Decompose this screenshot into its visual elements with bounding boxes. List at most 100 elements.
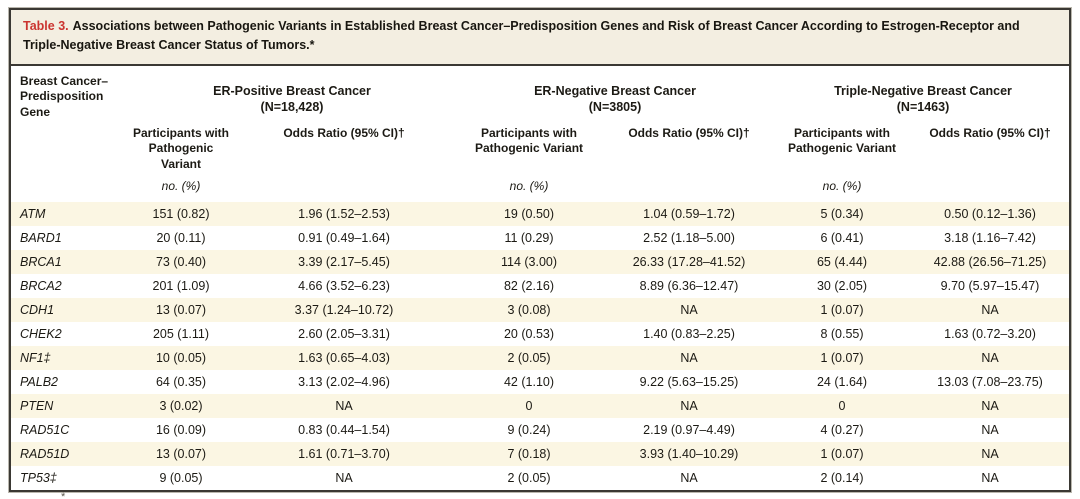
odds-ratio-cell-tn: NA	[981, 303, 999, 318]
group-header-triple-negative: Triple-Negative Breast Cancer (N=1463)	[775, 74, 1071, 117]
gene-name: RAD51C	[20, 423, 70, 438]
table-row: TP53‡ 9 (0.05) NA 2 (0.05) NA 2 (0.14) N…	[11, 466, 1069, 490]
subcol-participants-erneg: Participants with Pathogenic Variant	[474, 125, 584, 156]
gene-name: BARD1	[20, 231, 62, 246]
participants-cell-tn: 8 (0.55)	[820, 327, 864, 342]
group-name: Triple-Negative Breast Cancer	[834, 83, 1012, 98]
gene-name: NF1‡	[20, 351, 51, 366]
subcol-participants-erpos: Participants with Pathogenic Variant	[132, 125, 230, 171]
participants-cell-erpos: 205 (1.11)	[152, 327, 210, 342]
table-row: BRCA1 73 (0.40) 3.39 (2.17–5.45) 114 (3.…	[11, 250, 1069, 275]
odds-ratio-cell-erpos: 3.13 (2.02–4.96)	[298, 375, 390, 390]
odds-ratio-cell-erpos: NA	[335, 471, 353, 486]
group-n: (N=18,428)	[260, 100, 324, 115]
header-group-row: Breast Cancer– Predisposition Gene ER-Po…	[11, 74, 1069, 126]
participants-cell-tn: 24 (1.64)	[816, 375, 868, 390]
participants-cell-tn: 5 (0.34)	[820, 207, 864, 222]
odds-ratio-cell-erneg: NA	[680, 471, 698, 486]
participants-cell-erpos: 20 (0.11)	[156, 231, 206, 246]
odds-ratio-cell-erpos: 1.61 (0.71–3.70)	[298, 447, 390, 462]
odds-ratio-cell-tn: 13.03 (7.08–23.75)	[937, 375, 1043, 390]
table-rows: ATM 151 (0.82) 1.96 (1.52–2.53) 19 (0.50…	[11, 202, 1069, 490]
gene-name: RAD51D	[20, 447, 70, 462]
odds-ratio-cell-erneg: 1.40 (0.83–2.25)	[643, 327, 735, 342]
table-row: RAD51C 16 (0.09) 0.83 (0.44–1.54) 9 (0.2…	[11, 418, 1069, 442]
participants-cell-erneg: 114 (3.00)	[500, 255, 558, 270]
footnote-fragment: *	[61, 492, 66, 499]
participants-cell-erneg: 19 (0.50)	[503, 207, 555, 222]
subcol-participants-tn: Participants with Pathogenic Variant	[787, 125, 897, 156]
odds-ratio-cell-erneg: 1.04 (0.59–1.72)	[643, 207, 735, 222]
odds-ratio-cell-tn: 9.70 (5.97–15.47)	[940, 279, 1040, 294]
gene-name: PALB2	[20, 375, 58, 390]
odds-ratio-cell-tn: NA	[981, 351, 999, 366]
group-name: ER-Positive Breast Cancer	[213, 83, 371, 98]
odds-ratio-cell-erpos: 0.91 (0.49–1.64)	[298, 231, 390, 246]
participants-cell-erpos: 201 (1.09)	[152, 279, 210, 294]
header-units-row: no. (%) no. (%) no. (%)	[11, 172, 1069, 202]
odds-ratio-cell-tn: NA	[981, 399, 999, 414]
table-row: PALB2 64 (0.35) 3.13 (2.02–4.96) 42 (1.1…	[11, 370, 1069, 394]
table-row: BRCA2 201 (1.09) 4.66 (3.52–6.23) 82 (2.…	[11, 274, 1069, 298]
odds-ratio-cell-tn: 42.88 (26.56–71.25)	[933, 255, 1047, 270]
odds-ratio-cell-erpos: 3.39 (2.17–5.45)	[298, 255, 390, 270]
participants-cell-erneg: 11 (0.29)	[504, 231, 554, 246]
odds-ratio-cell-tn: NA	[981, 447, 999, 462]
table-row: CDH1 13 (0.07) 3.37 (1.24–10.72) 3 (0.08…	[11, 298, 1069, 323]
odds-ratio-cell-erneg: 3.93 (1.40–10.29)	[639, 447, 739, 462]
units-label-erneg: no. (%)	[509, 179, 549, 194]
table-number-label: Table 3.	[23, 19, 69, 33]
odds-ratio-cell-erpos: 3.37 (1.24–10.72)	[294, 303, 394, 318]
participants-cell-tn: 1 (0.07)	[820, 447, 864, 462]
participants-cell-erpos: 9 (0.05)	[159, 471, 203, 486]
group-name: ER-Negative Breast Cancer	[534, 83, 696, 98]
odds-ratio-cell-tn: NA	[981, 423, 999, 438]
participants-cell-erpos: 3 (0.02)	[159, 399, 203, 414]
participants-cell-tn: 1 (0.07)	[820, 351, 864, 366]
gene-name: CHEK2	[20, 327, 62, 342]
odds-ratio-cell-erneg: 2.52 (1.18–5.00)	[643, 231, 735, 246]
participants-cell-erpos: 10 (0.05)	[155, 351, 207, 366]
subcol-odds-tn: Odds Ratio (95% CI)†	[929, 125, 1051, 140]
table-row: RAD51D 13 (0.07) 1.61 (0.71–3.70) 7 (0.1…	[11, 442, 1069, 467]
participants-cell-erpos: 73 (0.40)	[155, 255, 207, 270]
table-header: Breast Cancer– Predisposition Gene ER-Po…	[11, 65, 1069, 203]
group-n: (N=1463)	[896, 100, 950, 115]
participants-cell-erpos: 16 (0.09)	[155, 423, 207, 438]
participants-cell-tn: 0	[838, 399, 846, 414]
group-header-er-positive: ER-Positive Breast Cancer (N=18,428)	[129, 74, 455, 117]
odds-ratio-cell-erneg: 8.89 (6.36–12.47)	[639, 279, 739, 294]
participants-cell-erneg: 2 (0.05)	[507, 471, 551, 486]
participants-cell-tn: 4 (0.27)	[820, 423, 864, 438]
gene-name: BRCA1	[20, 255, 62, 270]
odds-ratio-cell-erneg: NA	[680, 351, 698, 366]
participants-cell-tn: 30 (2.05)	[816, 279, 868, 294]
odds-ratio-cell-tn: 1.63 (0.72–3.20)	[944, 327, 1036, 342]
odds-ratio-cell-tn: 3.18 (1.16–7.42)	[944, 231, 1036, 246]
participants-cell-erneg: 2 (0.05)	[507, 351, 551, 366]
participants-cell-erneg: 82 (2.16)	[503, 279, 555, 294]
participants-cell-erpos: 151 (0.82)	[152, 207, 210, 222]
odds-ratio-cell-erpos: 2.60 (2.05–3.31)	[298, 327, 390, 342]
odds-ratio-cell-erneg: NA	[680, 303, 698, 318]
participants-cell-erneg: 7 (0.18)	[507, 447, 551, 462]
table-row: NF1‡ 10 (0.05) 1.63 (0.65–4.03) 2 (0.05)…	[11, 346, 1069, 371]
table-row: ATM 151 (0.82) 1.96 (1.52–2.53) 19 (0.50…	[11, 202, 1069, 227]
group-header-er-negative: ER-Negative Breast Cancer (N=3805)	[455, 74, 775, 117]
subcol-odds-erneg: Odds Ratio (95% CI)†	[628, 125, 750, 140]
participants-cell-tn: 1 (0.07)	[820, 303, 864, 318]
participants-cell-erneg: 20 (0.53)	[503, 327, 555, 342]
gene-name: CDH1	[20, 303, 55, 318]
odds-ratio-cell-erneg: 2.19 (0.97–4.49)	[643, 423, 735, 438]
table-row: CHEK2 205 (1.11) 2.60 (2.05–3.31) 20 (0.…	[11, 322, 1069, 346]
odds-ratio-cell-erpos: 0.83 (0.44–1.54)	[298, 423, 390, 438]
table3-frame: Table 3. Associations between Pathogenic …	[9, 8, 1071, 493]
table-row: BARD1 20 (0.11) 0.91 (0.49–1.64) 11 (0.2…	[11, 226, 1069, 250]
participants-cell-erneg: 9 (0.24)	[507, 423, 551, 438]
odds-ratio-cell-erpos: 4.66 (3.52–6.23)	[298, 279, 390, 294]
participants-cell-erpos: 13 (0.07)	[155, 447, 207, 462]
odds-ratio-cell-tn: NA	[981, 471, 999, 486]
odds-ratio-cell-erneg: 9.22 (5.63–15.25)	[639, 375, 739, 390]
table-row: PTEN 3 (0.02) NA 0 NA 0 NA	[11, 394, 1069, 419]
